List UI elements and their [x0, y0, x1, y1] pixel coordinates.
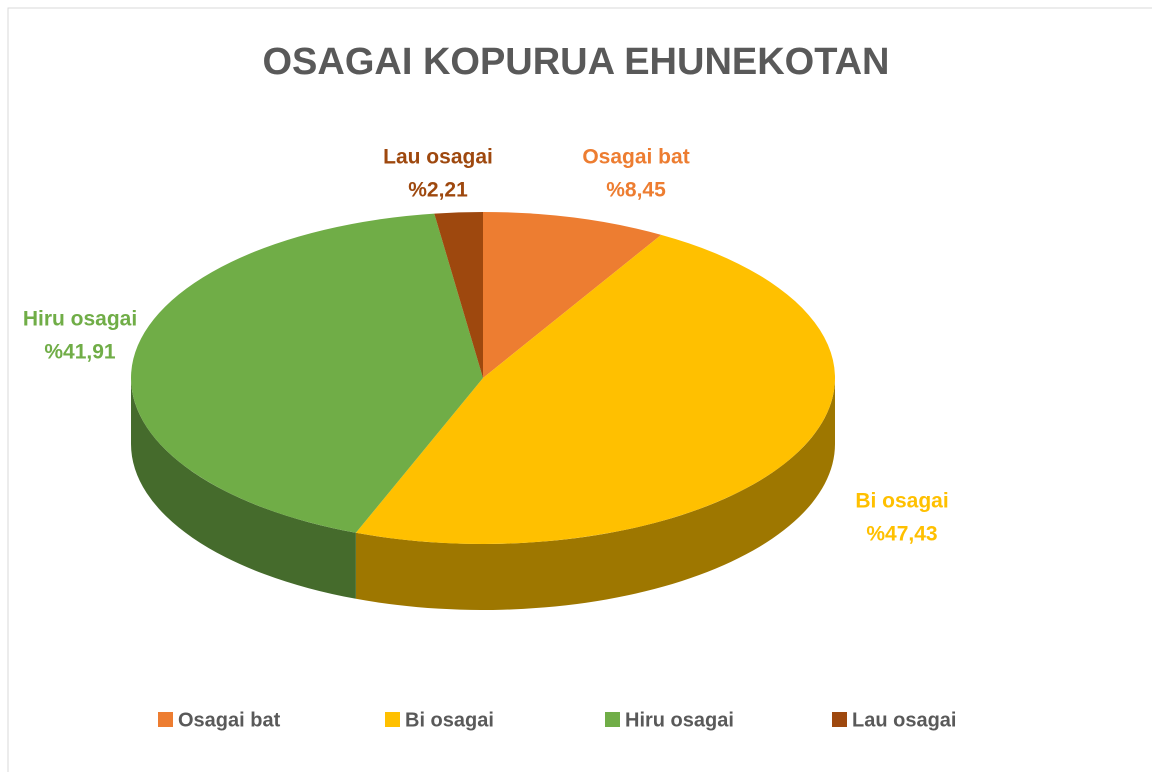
- legend-swatch: [158, 712, 173, 727]
- legend-label: Bi osagai: [405, 709, 494, 731]
- chart-title: OSAGAI KOPURUA EHUNEKOTAN: [262, 41, 889, 83]
- legend-swatch: [605, 712, 620, 727]
- data-label-value: %2,21: [408, 179, 468, 202]
- pie-side: [355, 378, 835, 611]
- data-label-name: Lau osagai: [383, 146, 493, 169]
- data-label-name: Osagai bat: [582, 146, 689, 169]
- data-label-name: Bi osagai: [855, 490, 948, 513]
- legend-swatch: [385, 712, 400, 727]
- pie-slice: [355, 234, 836, 545]
- legend-label: Lau osagai: [852, 709, 956, 731]
- data-label-name: Hiru osagai: [23, 308, 137, 331]
- pie-side: [131, 378, 356, 599]
- pie-slice: [131, 213, 483, 533]
- legend-swatch: [832, 712, 847, 727]
- legend-label: Osagai bat: [178, 709, 281, 731]
- pie-slice: [483, 212, 662, 378]
- data-label-value: %8,45: [606, 179, 666, 202]
- pie-slice: [434, 212, 483, 378]
- data-label-value: %41,91: [44, 341, 116, 364]
- legend-label: Hiru osagai: [625, 709, 734, 731]
- data-label-value: %47,43: [866, 523, 937, 546]
